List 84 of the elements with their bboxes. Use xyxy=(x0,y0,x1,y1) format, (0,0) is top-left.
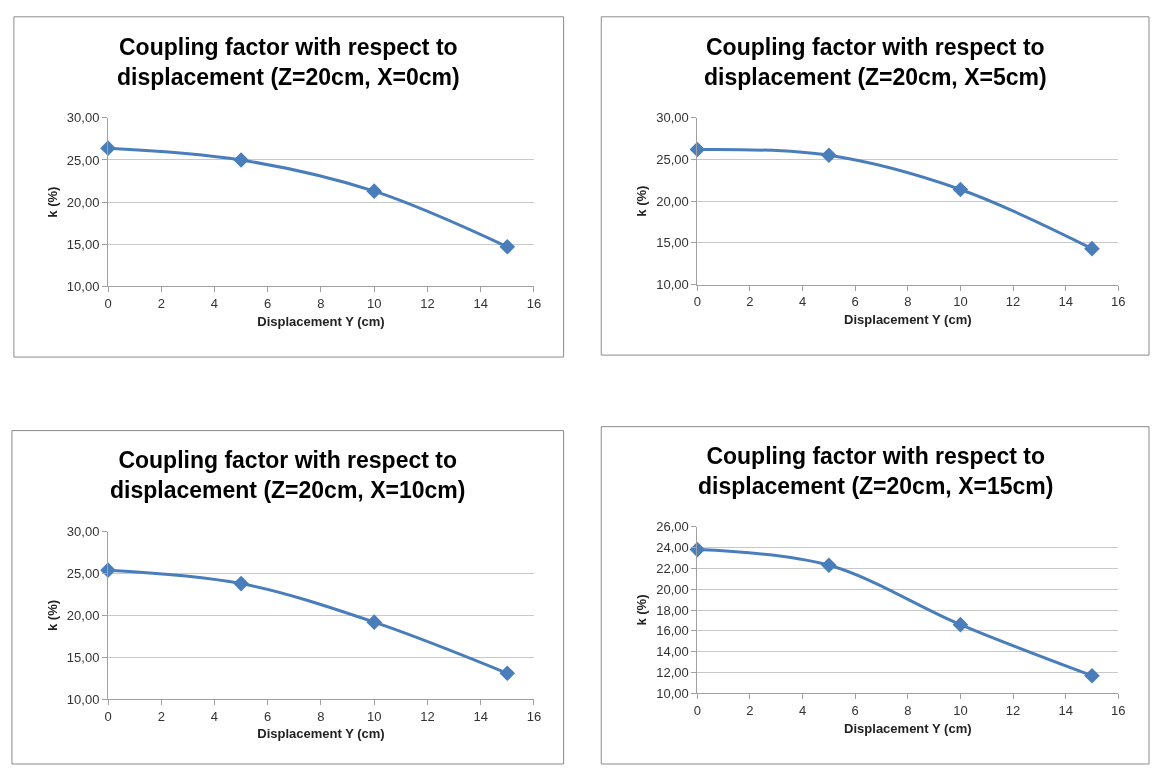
y-tick-label: 10,00 xyxy=(66,691,100,707)
x-tick-label: 6 xyxy=(264,708,272,724)
x-tick-label: 14 xyxy=(473,296,488,312)
y-tick-label: 15,00 xyxy=(66,649,100,665)
x-tick-label: 10 xyxy=(366,708,382,724)
x-axis-title: Displacement Y (cm) xyxy=(844,720,972,736)
point xyxy=(1084,667,1100,684)
x-tick-label: 8 xyxy=(904,294,912,310)
y-tick-label: 22,00 xyxy=(656,560,689,576)
chart-title: Coupling factor with respect to displacement (Z=20cm, X=5cm) xyxy=(704,34,1047,90)
x-tick-label: 2 xyxy=(746,703,754,718)
y-axis-title: k (%) xyxy=(44,599,60,631)
x-tick-label: 0 xyxy=(104,296,112,312)
point xyxy=(952,181,969,198)
y-tick-label: 25,00 xyxy=(66,566,100,582)
x-tick-label: 14 xyxy=(1058,294,1073,310)
x-tick-label: 8 xyxy=(317,296,325,312)
x-tick-label: 12 xyxy=(1005,703,1021,718)
y-tick-label: 25,00 xyxy=(656,152,689,168)
x-axis-title: Displacement Y (cm) xyxy=(257,313,385,329)
y-tick-label: 30,00 xyxy=(66,524,100,540)
y-tick-label: 15,00 xyxy=(656,235,689,251)
point xyxy=(821,557,837,574)
x-tick-label: 4 xyxy=(798,294,807,310)
x-tick-label: 16 xyxy=(526,296,542,312)
y-tick-label: 25,00 xyxy=(66,152,100,168)
y-tick-label: 30,00 xyxy=(656,110,689,126)
y-tick-label: 20,00 xyxy=(656,193,689,209)
x-tick-label: 16 xyxy=(526,708,542,724)
chart-title: Coupling factor with respect to displacement (Z=20cm, X=10cm) xyxy=(110,447,466,503)
point xyxy=(499,239,516,255)
x-tick-label: 2 xyxy=(157,708,165,724)
point xyxy=(952,616,969,633)
point xyxy=(366,614,382,630)
y-tick-label: 24,00 xyxy=(656,540,689,556)
y-tick-label: 15,00 xyxy=(66,236,100,252)
y-tick-label: 30,00 xyxy=(66,110,100,126)
point xyxy=(821,147,837,164)
y-tick-label: 10,00 xyxy=(656,685,689,701)
y-axis-title: k (%) xyxy=(44,186,60,218)
x-tick-label: 2 xyxy=(746,294,754,310)
point xyxy=(499,665,516,682)
x-tick-label: 10 xyxy=(953,703,968,718)
x-tick-label: 8 xyxy=(904,703,912,718)
y-tick-label: 26,00 xyxy=(656,519,689,535)
y-tick-label: 16,00 xyxy=(656,623,689,639)
x-tick-label: 12 xyxy=(1005,294,1021,310)
x-tick-label: 12 xyxy=(420,296,435,312)
x-tick-label: 16 xyxy=(1111,294,1126,310)
x-tick-label: 4 xyxy=(798,703,807,718)
x-tick-label: 4 xyxy=(210,296,219,312)
x-axis-title: Displacement Y (cm) xyxy=(844,311,972,327)
y-axis-title: k (%) xyxy=(634,185,650,217)
x-tick-label: 6 xyxy=(264,296,272,312)
point xyxy=(366,183,382,199)
point xyxy=(233,152,249,168)
x-tick-label: 14 xyxy=(473,708,488,724)
x-axis-title: Displacement Y (cm) xyxy=(257,726,385,742)
x-tick-label: 8 xyxy=(317,708,325,724)
y-axis-title: k (%) xyxy=(634,594,650,626)
y-tick-label: 20,00 xyxy=(656,581,689,597)
x-tick-label: 12 xyxy=(420,708,435,724)
x-tick-label: 6 xyxy=(851,703,859,718)
x-tick-label: 10 xyxy=(953,294,968,310)
y-tick-label: 12,00 xyxy=(656,665,689,681)
x-tick-label: 0 xyxy=(104,708,112,724)
y-tick-label: 10,00 xyxy=(66,279,100,295)
y-tick-label: 20,00 xyxy=(66,607,100,623)
x-tick-label: 0 xyxy=(693,703,701,718)
y-tick-label: 20,00 xyxy=(66,194,100,210)
x-tick-label: 6 xyxy=(851,294,859,310)
x-tick-label: 10 xyxy=(366,296,382,312)
x-tick-label: 14 xyxy=(1058,703,1073,718)
y-tick-label: 14,00 xyxy=(656,644,689,660)
point xyxy=(1084,240,1100,257)
chart-title: Coupling factor with respect to displacement (Z=20cm, X=15cm) xyxy=(698,443,1054,499)
x-tick-label: 0 xyxy=(693,294,701,310)
x-tick-label: 16 xyxy=(1111,703,1126,718)
y-tick-label: 10,00 xyxy=(656,277,689,293)
chart-title: Coupling factor with respect to displacement (Z=20cm, X=0cm) xyxy=(117,34,460,90)
point xyxy=(233,575,249,592)
y-tick-label: 18,00 xyxy=(656,602,689,618)
x-tick-label: 4 xyxy=(210,708,219,724)
x-tick-label: 2 xyxy=(157,296,165,312)
